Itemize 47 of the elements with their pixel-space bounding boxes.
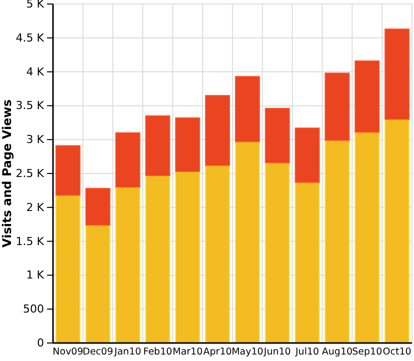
bar [145, 175, 170, 344]
y-axis-title: Visits and Page Views [0, 100, 14, 248]
y-tick-label: 0 [37, 336, 44, 350]
x-tick-label: Nov09 [52, 346, 84, 358]
x-tick-label: Apr10 [203, 346, 232, 358]
bar [234, 76, 260, 142]
x-tick-label: Jun10 [262, 346, 291, 358]
y-tick-label: 2.5 K [16, 167, 45, 180]
x-tick-label: Aug10 [322, 346, 353, 358]
y-tick-label: 3 K [26, 133, 45, 146]
bar [324, 140, 350, 344]
x-tick-label: Dec09 [82, 346, 114, 358]
bar [115, 132, 140, 188]
x-tick-label: Sep10 [352, 346, 382, 358]
bar [264, 162, 290, 344]
x-tick-label: Oct10 [382, 346, 412, 358]
y-tick-label: 3.5 K [16, 99, 45, 112]
y-tick-label: 500 [23, 302, 44, 316]
y-tick-label: 1.5 K [16, 234, 45, 248]
bar [175, 117, 200, 172]
x-tick-label: Jan10 [113, 346, 142, 358]
bar [294, 128, 320, 183]
y-tick-label: 2 K [26, 200, 45, 214]
bar [55, 194, 80, 344]
bar [384, 118, 410, 344]
bar [145, 115, 170, 176]
bar [205, 164, 230, 344]
bar [294, 182, 320, 344]
bar [115, 186, 140, 344]
y-tick-label: 4 K [26, 65, 45, 78]
bar [324, 72, 350, 141]
bar [384, 28, 410, 120]
bar [354, 132, 380, 344]
bar [234, 141, 260, 344]
x-tick-label: Jul10 [294, 346, 320, 358]
x-tick-label: Feb10 [143, 346, 172, 358]
y-tick-label: 4.5 K [16, 31, 45, 44]
bar [354, 60, 380, 133]
bar [55, 145, 80, 196]
x-tick-label: May10 [232, 346, 264, 358]
x-tick-label: Mar10 [172, 346, 203, 358]
y-tick-label: 1 K [26, 268, 45, 282]
bar [85, 188, 110, 226]
bar [175, 170, 200, 344]
bar [205, 95, 230, 166]
bar [264, 108, 290, 164]
bar [85, 224, 110, 344]
